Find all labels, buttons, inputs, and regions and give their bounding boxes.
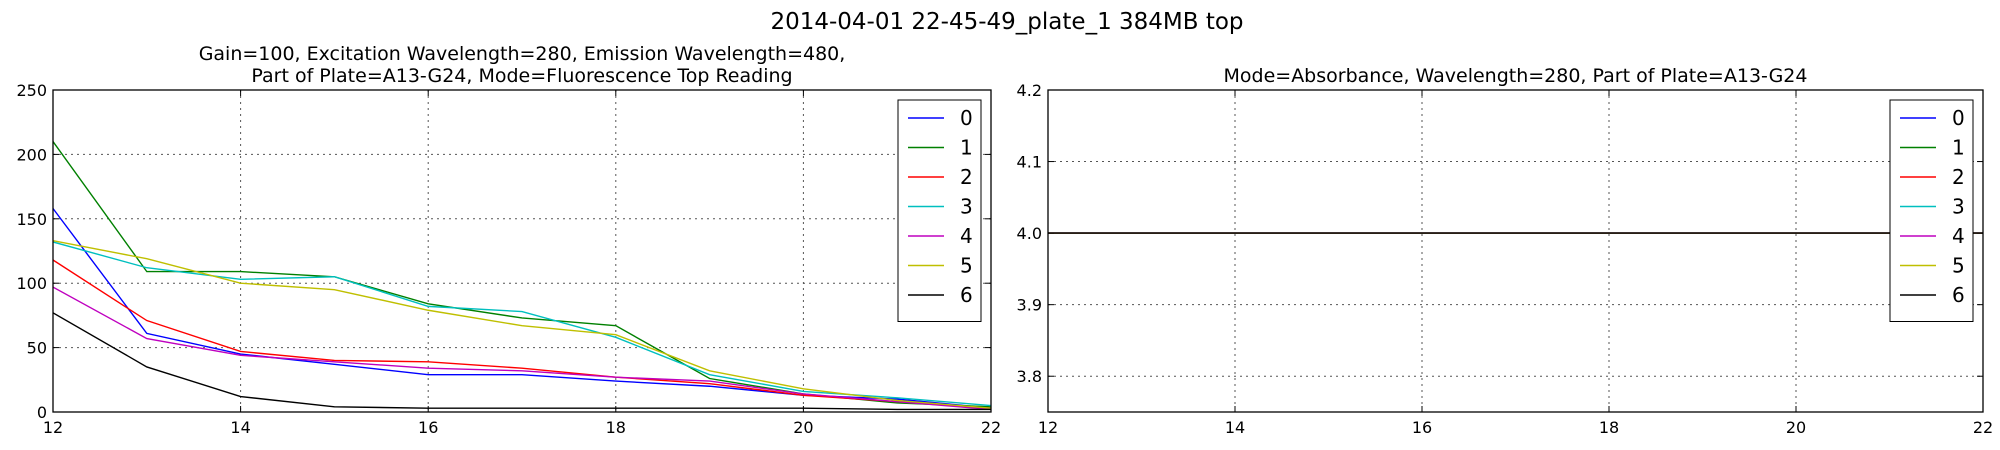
chart-1-y-tick-label-2: 4.0 <box>1017 224 1042 243</box>
chart-0-legend-label-1: 1 <box>960 136 973 160</box>
chart-0-title-line-0: Gain=100, Excitation Wavelength=280, Emi… <box>199 43 846 65</box>
chart-1-y-tick-label-3: 4.1 <box>1017 153 1042 172</box>
chart-1-legend-label-2: 2 <box>1952 165 1965 189</box>
chart-1-legend: 0 1 2 3 4 5 6 <box>1889 99 1974 322</box>
chart-0-y-tick-label-1: 50 <box>27 339 47 358</box>
chart-1-legend-label-5: 5 <box>1952 254 1965 278</box>
chart-0-series-2-line <box>53 259 991 409</box>
chart-0-x-tick-label-4: 20 <box>793 418 813 437</box>
chart-0-legend-label-2: 2 <box>960 165 973 189</box>
chart-0-x-tick-label-0: 12 <box>43 418 63 437</box>
charts: Gain=100, Excitation Wavelength=280, Emi… <box>16 43 1993 437</box>
chart-0-title-line-1: Part of Plate=A13-G24, Mode=Fluorescence… <box>251 65 792 87</box>
chart-1-legend-label-4: 4 <box>1952 224 1965 248</box>
chart-1-legend-label-6: 6 <box>1952 283 1965 307</box>
chart-1-x-tick-label-5: 22 <box>1973 418 1993 437</box>
chart-0-y-tick-label-3: 150 <box>16 210 47 229</box>
chart-1-y-tick-label-1: 3.9 <box>1017 296 1042 315</box>
chart-0-legend-label-5: 5 <box>960 254 973 278</box>
chart-0-legend-box <box>897 99 982 322</box>
chart-1-y-tick-label-0: 3.8 <box>1017 367 1042 386</box>
chart-0-series-6-line <box>53 312 991 411</box>
chart-1-legend-box <box>1889 99 1974 322</box>
chart-0-x-tick-label-2: 16 <box>418 418 438 437</box>
chart-0-x-tick-label-1: 14 <box>230 418 250 437</box>
figure-suptitle: 2014-04-01 22-45-49_plate_1 384MB top <box>770 9 1243 35</box>
chart-1-x-tick-label-3: 18 <box>1599 418 1619 437</box>
chart-0-legend-label-4: 4 <box>960 224 973 248</box>
chart-0-y-tick-label-0: 0 <box>37 403 47 422</box>
chart-0-legend: 0 1 2 3 4 5 6 <box>897 99 982 322</box>
chart-0: Gain=100, Excitation Wavelength=280, Emi… <box>16 43 1001 437</box>
chart-0-x-tick-label-5: 22 <box>981 418 1001 437</box>
chart-0-plot-frame <box>52 89 992 413</box>
chart-1-y-tick-label-4: 4.2 <box>1017 81 1042 100</box>
chart-1: Mode=Absorbance, Wavelength=280, Part of… <box>1017 65 1994 437</box>
chart-0-y-tick-label-5: 250 <box>16 81 47 100</box>
chart-0-series-4-line <box>53 286 991 411</box>
chart-1-x-tick-label-0: 12 <box>1038 418 1058 437</box>
chart-0-series-group <box>53 141 991 411</box>
chart-1-legend-label-1: 1 <box>1952 136 1965 160</box>
chart-1-plot-frame <box>1047 89 1984 413</box>
chart-0-series-0-line <box>53 208 991 409</box>
chart-0-legend-label-6: 6 <box>960 283 973 307</box>
chart-0-series-5-line <box>53 240 991 409</box>
chart-1-legend-label-0: 0 <box>1952 106 1965 130</box>
chart-1-x-tick-label-4: 20 <box>1786 418 1806 437</box>
chart-1-x-tick-label-2: 16 <box>1412 418 1432 437</box>
chart-1-title-line-0: Mode=Absorbance, Wavelength=280, Part of… <box>1224 65 1808 87</box>
chart-0-legend-label-0: 0 <box>960 106 973 130</box>
chart-0-y-tick-label-4: 200 <box>16 145 47 164</box>
chart-1-x-tick-label-1: 14 <box>1225 418 1245 437</box>
chart-1-legend-label-3: 3 <box>1952 195 1965 219</box>
chart-0-x-tick-label-3: 18 <box>606 418 626 437</box>
chart-0-y-tick-label-2: 100 <box>16 274 47 293</box>
chart-0-legend-label-3: 3 <box>960 195 973 219</box>
